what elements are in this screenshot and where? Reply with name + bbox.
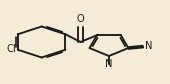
- Text: N: N: [105, 59, 113, 69]
- Text: Cl: Cl: [7, 44, 16, 54]
- Text: N: N: [145, 41, 152, 51]
- Text: O: O: [77, 14, 84, 24]
